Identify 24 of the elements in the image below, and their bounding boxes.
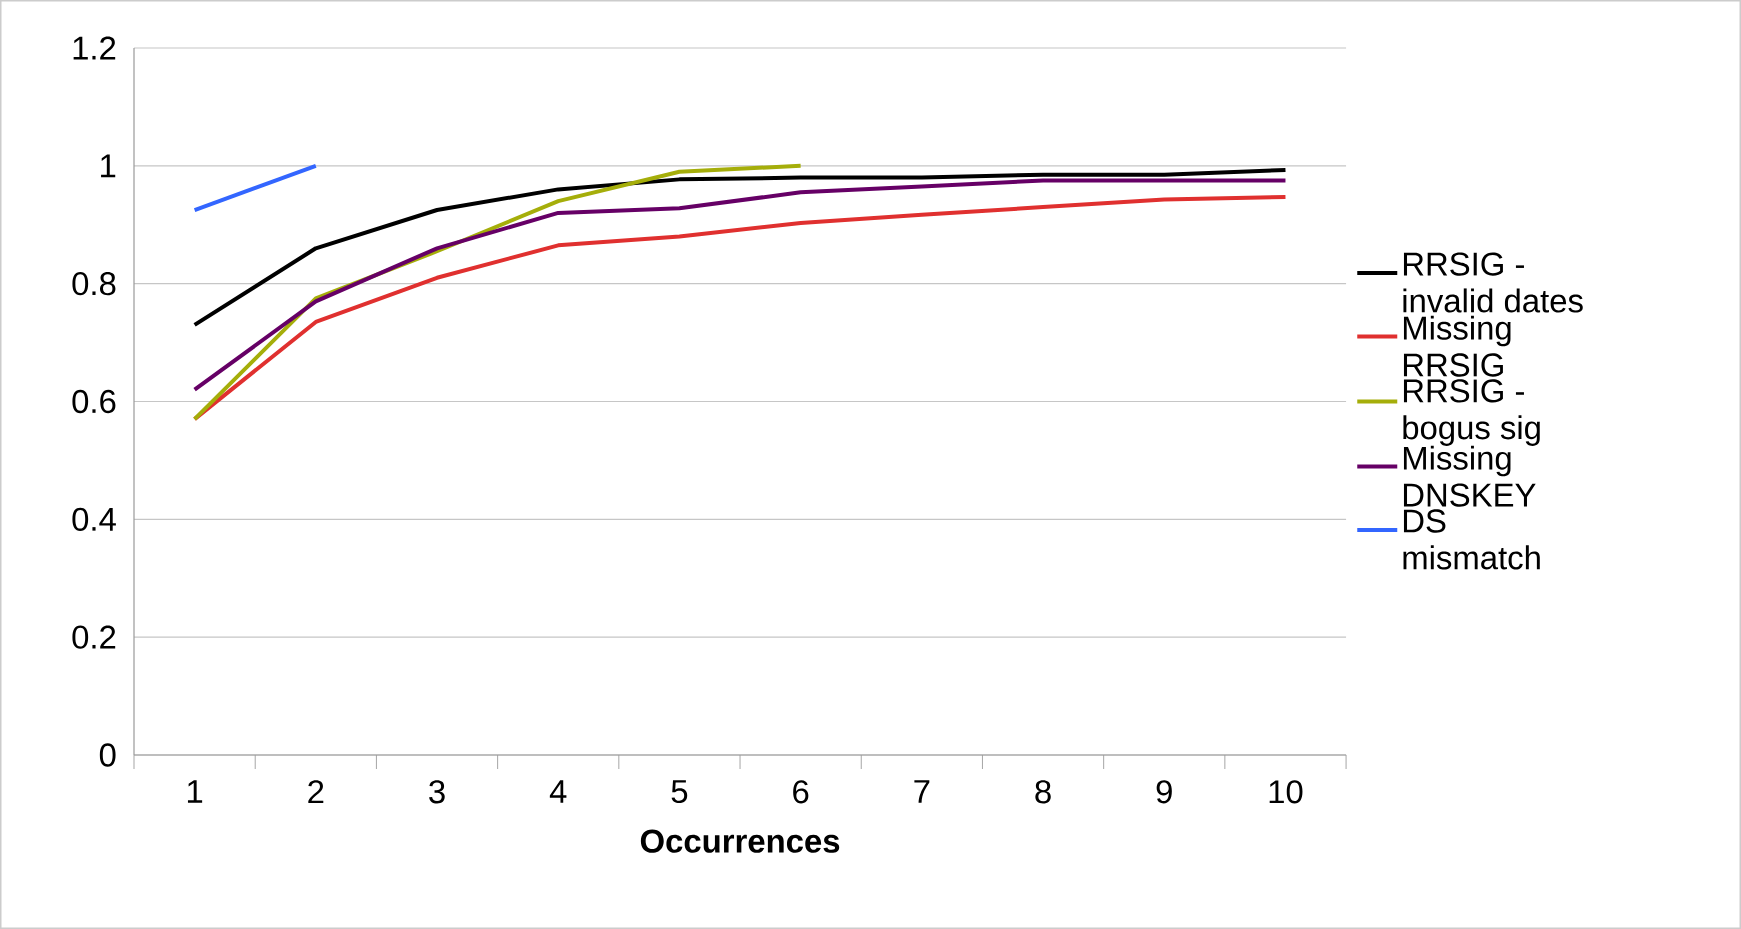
x-tick-label: 7 bbox=[914, 780, 930, 803]
x-tick-label: 8 bbox=[1035, 780, 1051, 804]
x-axis-title: Occurrences bbox=[640, 829, 840, 853]
x-tick-label: 5 bbox=[671, 780, 688, 804]
legend-label: Missing RRSIG bbox=[1403, 315, 1511, 377]
y-tick-label: 0.8 bbox=[72, 272, 116, 296]
x-tick-label: 3 bbox=[429, 780, 445, 804]
line-series bbox=[192, 167, 1288, 327]
x-tick-label: 4 bbox=[549, 780, 567, 803]
y-tick-label: 0 bbox=[99, 743, 116, 767]
legend-label: DS mismatch bbox=[1403, 509, 1540, 570]
y-tick-label: 0.2 bbox=[72, 625, 116, 649]
legend-label: RRSIG - bogus sig bbox=[1403, 379, 1540, 446]
legend-label: RRSIG - invalid dates bbox=[1403, 252, 1583, 313]
x-tick-label: 1 bbox=[187, 780, 203, 803]
x-tick-label: 2 bbox=[308, 780, 324, 804]
x-tick-label: 9 bbox=[1156, 780, 1172, 804]
x-tick-label: 10 bbox=[1269, 780, 1303, 804]
y-tick-label: 1 bbox=[101, 154, 116, 178]
y-tick-label: 1.2 bbox=[73, 36, 116, 60]
legend-label: Missing DNSKEY bbox=[1403, 445, 1536, 507]
x-tick-label: 6 bbox=[793, 780, 809, 804]
y-tick-label: 0.6 bbox=[72, 389, 116, 414]
y-tick-label: 0.4 bbox=[72, 507, 116, 531]
